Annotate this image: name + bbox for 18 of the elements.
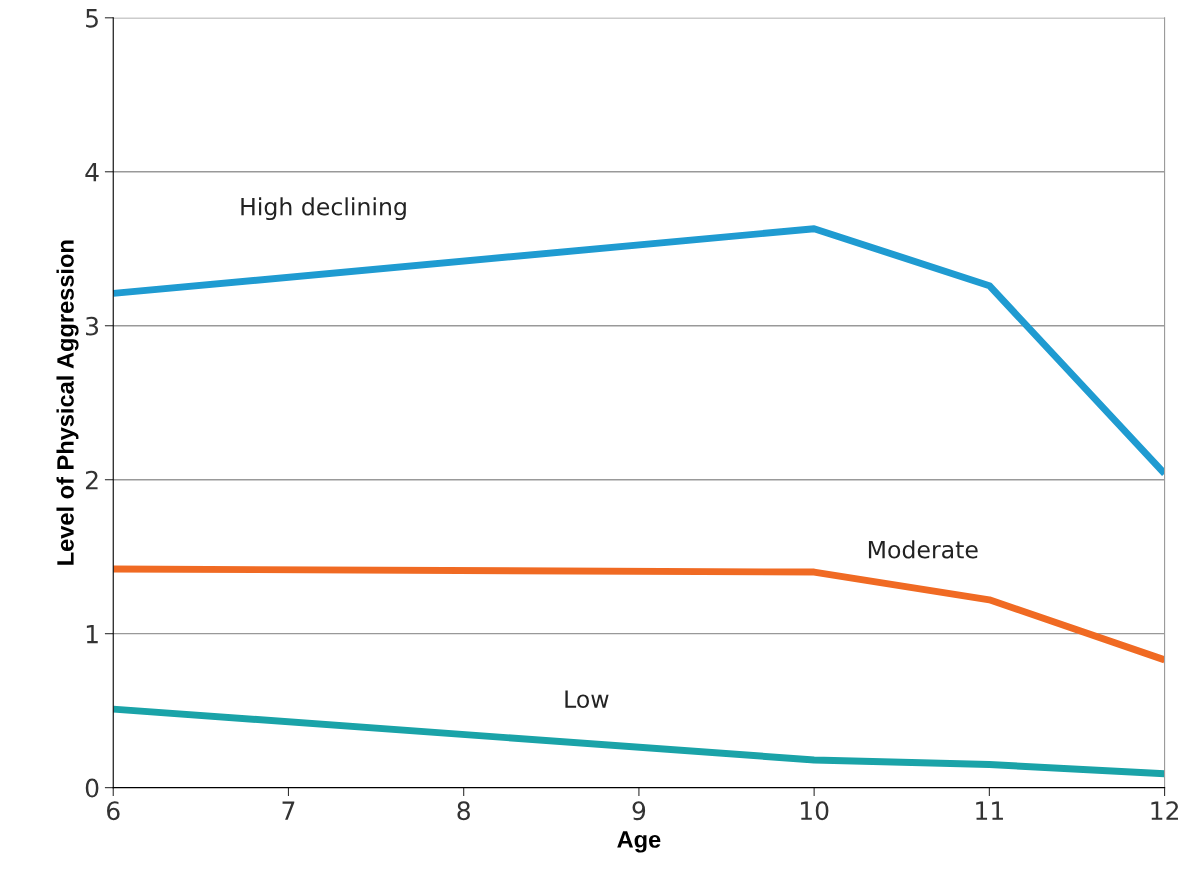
y-axis-title: Level of Physical Aggression [56, 240, 79, 565]
y-tick-label: 0 [85, 778, 99, 798]
x-tick-label: 9 [632, 801, 646, 821]
y-tick-label: 2 [85, 470, 98, 490]
x-tick-label: 12 [1151, 801, 1178, 820]
y-tick-label: 1 [86, 624, 98, 644]
x-tick-label: 10 [800, 801, 829, 821]
x-axis-title: Age [617, 831, 661, 853]
y-tick-label: 3 [86, 316, 99, 336]
x-tick-label: 6 [107, 801, 120, 821]
series-label: High declining [241, 197, 406, 221]
series-label: Moderate [868, 540, 978, 559]
y-tick-label: 4 [85, 163, 99, 182]
series-label: Low [565, 690, 609, 709]
x-tick-label: 11 [976, 801, 1003, 820]
y-tick-label: 5 [86, 9, 98, 28]
x-tick-label: 8 [457, 801, 470, 821]
x-tick-label: 7 [282, 801, 295, 820]
